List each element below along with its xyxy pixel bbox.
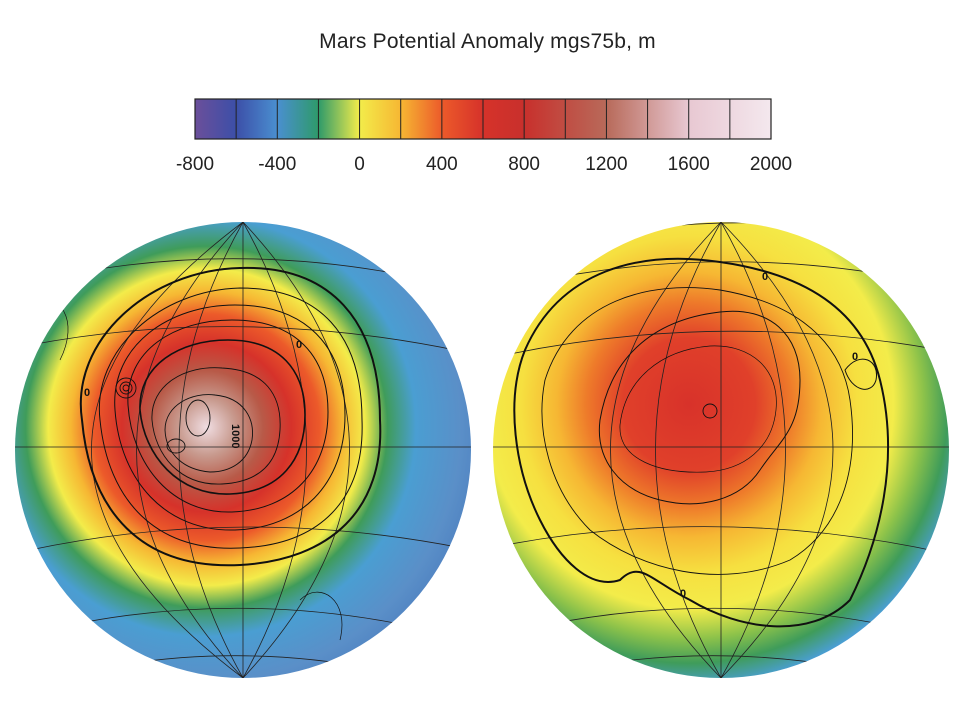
- left-contour-label: 0: [296, 339, 302, 351]
- colorbar: -800 -400 0 400 800 1200 1600 2000: [176, 98, 792, 175]
- right-contour-label: 0: [762, 271, 768, 283]
- colorbar-tick-label: 800: [508, 154, 540, 175]
- figure-title: Mars Potential Anomaly mgs75b, m: [319, 30, 656, 53]
- colorbar-tick-label: -400: [258, 154, 296, 175]
- right-hemisphere: 0 0 0: [493, 222, 949, 678]
- colorbar-tick-label: -800: [176, 154, 214, 175]
- colorbar-tick-label: 2000: [750, 154, 792, 175]
- right-contour-label: 0: [852, 351, 858, 363]
- colorbar-tick-label: 400: [426, 154, 458, 175]
- right-contours: [513, 257, 889, 628]
- left-hemisphere: 0 0 1000: [15, 222, 471, 678]
- colorbar-tick-label: 0: [354, 154, 365, 175]
- colorbar-tick-labels: -800 -400 0 400 800 1200 1600 2000: [176, 154, 792, 175]
- colorbar-tick-label: 1200: [585, 154, 627, 175]
- left-contours: [29, 249, 441, 641]
- left-contour-label: 1000: [229, 424, 241, 448]
- right-contour-label: 0: [680, 588, 686, 600]
- colorbar-tick-label: 1600: [668, 154, 710, 175]
- colorbar-dividers: [235, 99, 731, 139]
- left-contour-label: 0: [84, 387, 90, 399]
- right-graticule: [493, 222, 949, 678]
